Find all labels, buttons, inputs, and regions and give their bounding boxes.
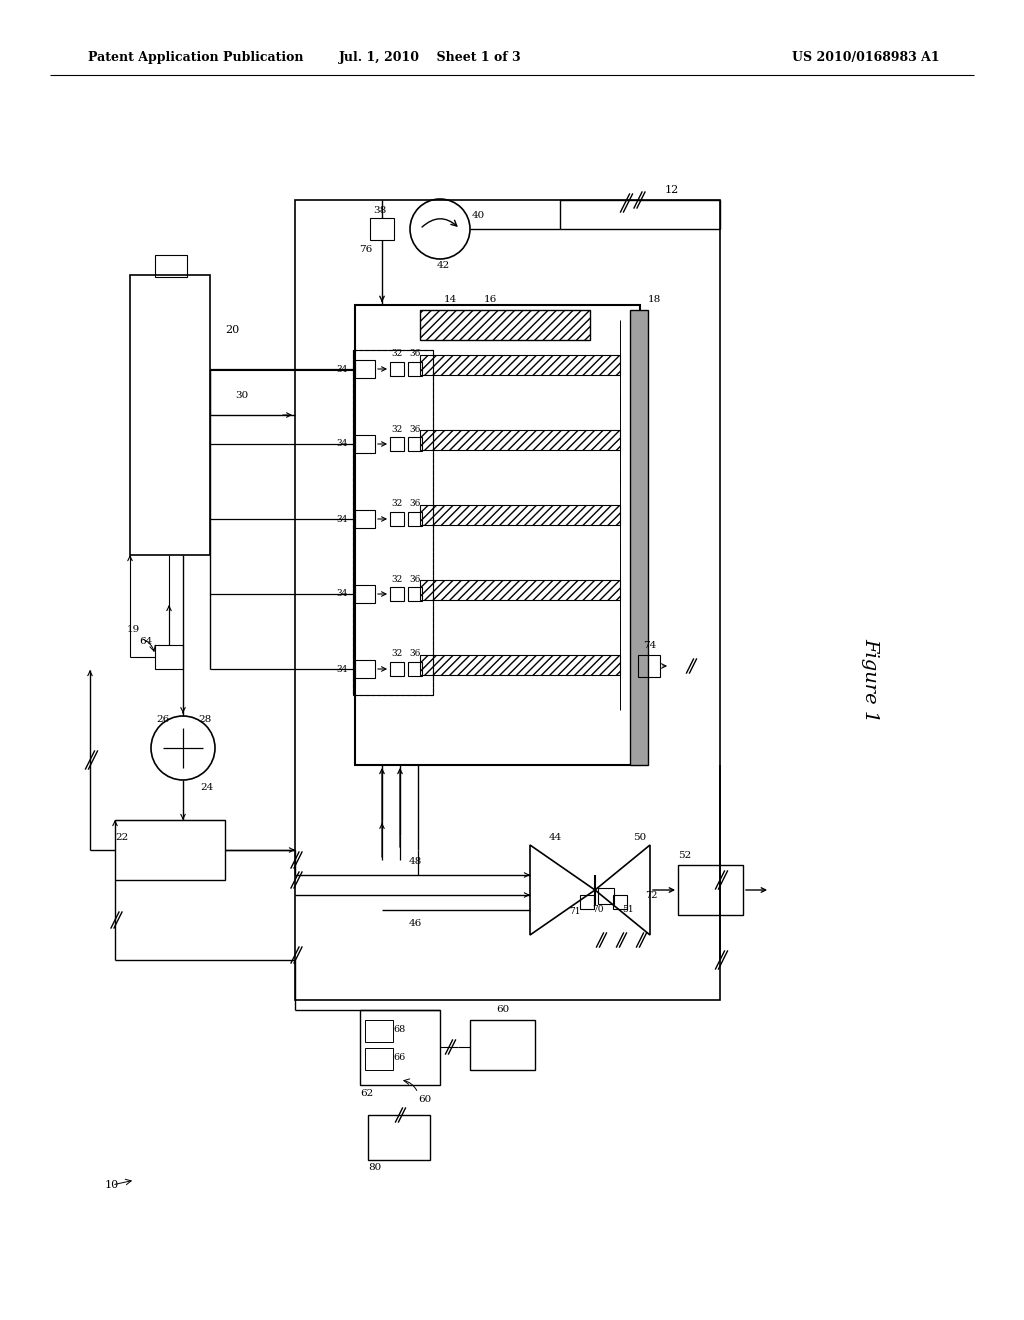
Bar	[365, 1048, 393, 1071]
Bar	[390, 587, 404, 601]
Text: 76: 76	[358, 246, 372, 255]
Text: 72: 72	[645, 891, 657, 899]
Text: 50: 50	[634, 833, 646, 842]
Text: 64: 64	[138, 638, 152, 647]
Text: 36: 36	[410, 425, 421, 433]
Text: 36: 36	[410, 499, 421, 508]
Text: 36: 36	[410, 574, 421, 583]
Text: 10: 10	[104, 1180, 119, 1191]
Text: 32: 32	[391, 649, 402, 659]
Bar	[420, 430, 620, 450]
Text: 32: 32	[391, 574, 402, 583]
Bar	[368, 1115, 430, 1160]
Bar	[420, 579, 620, 601]
Bar	[115, 820, 225, 880]
Bar	[295, 201, 720, 1001]
Bar	[580, 895, 594, 909]
Bar	[155, 255, 187, 277]
Text: 36: 36	[410, 350, 421, 359]
Bar	[353, 350, 433, 696]
Text: 38: 38	[374, 206, 387, 215]
Text: 32: 32	[391, 350, 402, 359]
Bar	[470, 1020, 535, 1071]
Bar	[155, 645, 183, 669]
Text: 14: 14	[443, 296, 457, 305]
Text: 34: 34	[337, 590, 348, 598]
Bar	[355, 585, 375, 603]
Text: 60: 60	[497, 1006, 510, 1015]
Text: 32: 32	[391, 425, 402, 433]
Text: US 2010/0168983 A1: US 2010/0168983 A1	[793, 51, 940, 65]
Text: 16: 16	[483, 296, 497, 305]
Text: 71: 71	[569, 908, 581, 916]
Text: 22: 22	[115, 833, 128, 842]
Text: 28: 28	[199, 715, 212, 725]
Text: 44: 44	[549, 833, 561, 842]
Text: 46: 46	[409, 919, 422, 928]
Bar	[408, 663, 422, 676]
Bar	[130, 275, 210, 554]
Bar	[630, 310, 648, 766]
Text: 30: 30	[234, 391, 248, 400]
Text: 19: 19	[127, 626, 140, 635]
Text: 42: 42	[436, 260, 450, 269]
Text: 34: 34	[337, 515, 348, 524]
Bar	[355, 660, 375, 678]
Bar	[365, 1020, 393, 1041]
Bar	[355, 436, 375, 453]
Text: 48: 48	[409, 858, 422, 866]
Text: 18: 18	[648, 296, 662, 305]
Text: 34: 34	[337, 364, 348, 374]
Text: 74: 74	[643, 640, 656, 649]
Bar	[420, 310, 590, 341]
Bar	[420, 506, 620, 525]
Bar	[370, 218, 394, 240]
Text: 40: 40	[472, 210, 485, 219]
Text: 68: 68	[394, 1026, 407, 1035]
Bar	[613, 895, 627, 909]
Bar	[408, 437, 422, 451]
Bar	[638, 655, 660, 677]
Bar	[420, 355, 620, 375]
Text: 52: 52	[678, 850, 691, 859]
Text: 51: 51	[623, 906, 634, 915]
Text: 20: 20	[225, 325, 240, 335]
Text: 34: 34	[337, 440, 348, 449]
Text: 26: 26	[157, 715, 170, 725]
Bar	[420, 655, 620, 675]
Text: Figure 1: Figure 1	[861, 638, 879, 722]
Text: Jul. 1, 2010    Sheet 1 of 3: Jul. 1, 2010 Sheet 1 of 3	[339, 51, 521, 65]
Text: 32: 32	[391, 499, 402, 508]
Bar	[355, 305, 640, 766]
Bar	[390, 437, 404, 451]
Bar	[408, 587, 422, 601]
Bar	[408, 362, 422, 376]
Text: 12: 12	[665, 185, 679, 195]
Text: 24: 24	[200, 784, 213, 792]
Bar	[408, 512, 422, 525]
Text: 34: 34	[337, 664, 348, 673]
Bar	[390, 663, 404, 676]
Text: 80: 80	[368, 1163, 381, 1172]
Bar	[355, 360, 375, 378]
Bar	[678, 865, 743, 915]
Text: 70: 70	[592, 906, 604, 915]
Text: 60: 60	[419, 1096, 432, 1105]
Text: 66: 66	[394, 1053, 407, 1063]
Bar	[360, 1010, 440, 1085]
Text: 36: 36	[410, 649, 421, 659]
Bar	[355, 510, 375, 528]
Bar	[390, 362, 404, 376]
Bar	[598, 888, 614, 904]
Text: 62: 62	[360, 1089, 374, 1097]
Text: Patent Application Publication: Patent Application Publication	[88, 51, 303, 65]
Bar	[390, 512, 404, 525]
